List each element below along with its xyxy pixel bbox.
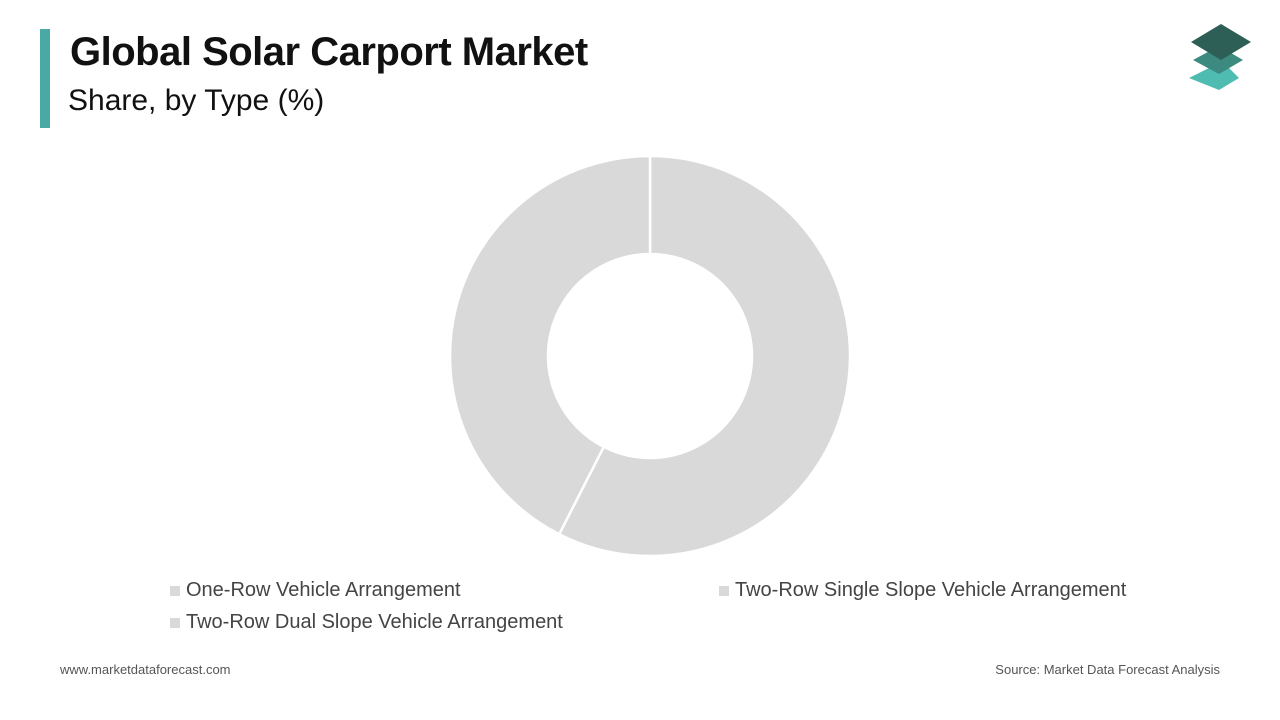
legend-label: One-Row Vehicle Arrangement (186, 579, 461, 601)
website-link[interactable]: www.marketdataforecast.com (60, 662, 231, 677)
title-accent-bar (40, 29, 50, 128)
logo-layer-top (1191, 24, 1251, 60)
legend-item-one-row: One-Row Vehicle Arrangement (170, 579, 461, 602)
legend-swatch (170, 585, 180, 596)
legend-label: Two-Row Single Slope Vehicle Arrangement (735, 579, 1127, 601)
chart-title: Global Solar Carport Market (70, 30, 588, 74)
legend-item-two-row-dual-slope: Two-Row Dual Slope Vehicle Arrangement (170, 611, 563, 634)
stacked-layers-logo-icon (1189, 24, 1251, 90)
legend-item-two-row-single-slope: Two-Row Single Slope Vehicle Arrangement (719, 579, 1126, 602)
chart-subtitle: Share, by Type (%) (68, 84, 325, 117)
legend-label: Two-Row Dual Slope Vehicle Arrangement (186, 611, 563, 633)
source-note: Source: Market Data Forecast Analysis (995, 662, 1220, 677)
legend-swatch (170, 617, 180, 628)
donut-slice-two-row-single-slope-vehicle-arrangement (448, 154, 652, 536)
logo-layer-bottom (1189, 68, 1239, 90)
legend-swatch (719, 585, 729, 596)
donut-slice-one-row-vehicle-arrangement (557, 154, 852, 558)
